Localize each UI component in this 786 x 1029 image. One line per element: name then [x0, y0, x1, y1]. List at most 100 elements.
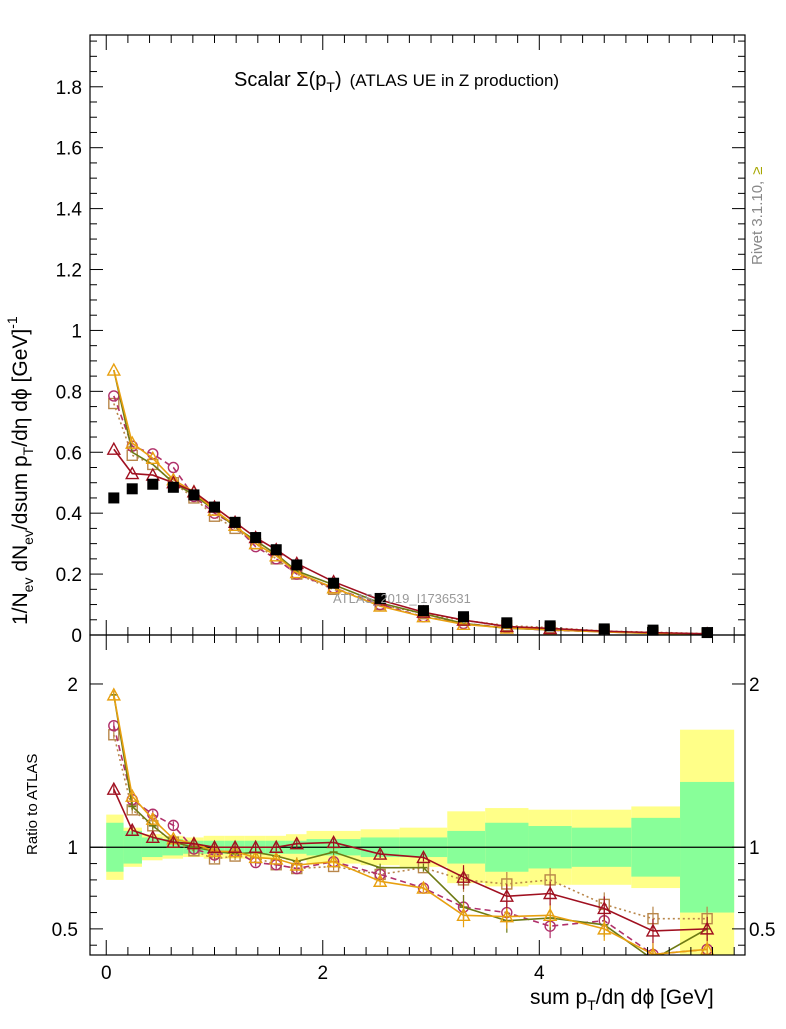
- uncertainty-bands: [106, 729, 735, 955]
- atlas-data-points: [108, 478, 713, 639]
- ratio-point: [145, 829, 160, 844]
- ratio-point: [269, 839, 284, 853]
- ratio-point: [542, 886, 558, 900]
- ratio-point: [207, 843, 222, 857]
- y-tick-label: 0.8: [56, 382, 82, 403]
- data-point: [328, 577, 340, 589]
- y-tick-label: 0.4: [56, 504, 83, 525]
- ratio-point: [699, 941, 715, 955]
- ratio-frame: [89, 634, 746, 956]
- ratio-point: [456, 869, 471, 883]
- ratio-tick-label-right: 1: [749, 838, 760, 859]
- series-point: [145, 450, 160, 465]
- ratio-point: [326, 854, 341, 868]
- ratio-point: [648, 946, 658, 955]
- data-point: [544, 620, 556, 632]
- data-point: [167, 481, 179, 493]
- data-point: [209, 501, 221, 513]
- series-point: [106, 441, 121, 455]
- series-point: [108, 397, 120, 410]
- main-y-axis: 0 0.2 0.4 0.6 0.8 1 1.2 1.4 1.6 1.8: [56, 40, 745, 647]
- ratio-point: [167, 819, 180, 832]
- series-point: [456, 616, 471, 631]
- series-mc-crimson: [106, 441, 712, 635]
- ratio-point: [269, 851, 284, 865]
- ratio-point: [372, 873, 388, 887]
- ratio-point: [416, 880, 431, 894]
- ratio-tick-label: 2: [67, 675, 78, 696]
- main-panel: 0 0.2 0.4 0.6 0.8 1 1.2 1.4 1.6 1.8: [56, 34, 746, 647]
- data-point: [147, 478, 159, 490]
- ratio-point: [125, 822, 140, 836]
- ratio-point: [699, 921, 715, 935]
- y-tick-label: 1.6: [56, 139, 82, 160]
- ratio-point: [372, 846, 388, 860]
- ratio-point: [289, 836, 304, 850]
- series-point: [125, 466, 140, 480]
- series-line: [113, 448, 708, 635]
- ratio-point: [106, 687, 121, 701]
- series-point: [125, 435, 140, 449]
- ratio-series-mc-crimson: [106, 781, 715, 943]
- ratio-point: [499, 909, 514, 923]
- ratio-panel: 0.5 0.5 1 1 2 2 0 2 4: [52, 35, 775, 984]
- ratio-point: [248, 839, 263, 853]
- y-tick-label: 0: [71, 626, 82, 647]
- y-tick-label: 1.2: [56, 261, 82, 282]
- ratio-tick-label: 1: [67, 838, 78, 859]
- data-point: [250, 532, 262, 544]
- ratio-point: [227, 844, 243, 858]
- main-frame: [89, 34, 746, 636]
- ratio-point: [542, 907, 558, 921]
- x-axis-label: sum pT/dη dϕ [GeV]: [530, 986, 714, 1013]
- ratio-point: [456, 907, 471, 921]
- ratio-tick-label: 0.5: [52, 920, 78, 941]
- ratio-point: [499, 888, 514, 902]
- x-tick-label: 4: [534, 963, 545, 984]
- y-tick-label: 0.6: [56, 443, 82, 464]
- ratio-point: [597, 921, 612, 935]
- y-axis-label: 1/Nev dNev/dsum pT/dη dϕ [GeV]-1: [4, 316, 36, 625]
- ratio-y-axis: 0.5 0.5 1 1 2 2: [52, 675, 775, 946]
- series-line: [113, 395, 708, 635]
- data-point: [270, 544, 282, 556]
- analysis-watermark: ATLAS_2019_I1736531: [333, 591, 471, 606]
- data-point: [417, 605, 429, 617]
- y-tick-label: 1: [71, 321, 82, 342]
- chart-title: Scalar Σ(pT) (ATLAS UE in Z production): [234, 69, 559, 95]
- y-tick-label: 1.4: [56, 200, 83, 221]
- ratio-point: [145, 811, 160, 825]
- ratio-point: [125, 788, 140, 802]
- ratio-point: [207, 839, 222, 853]
- ratio-point: [289, 857, 304, 871]
- ratio-axis-label: Ratio to ATLAS: [24, 754, 41, 855]
- data-point: [188, 489, 200, 501]
- ratio-point: [186, 836, 202, 850]
- y-tick-label: 0.2: [56, 565, 82, 586]
- data-point: [108, 492, 120, 504]
- rivet-version-label: Rivet 3.1.10,≥: [749, 167, 766, 265]
- ratio-point: [106, 781, 121, 795]
- ratio-point: [597, 901, 612, 915]
- y-tick-label: 1.8: [56, 78, 82, 99]
- ratio-series-mc-orange: [106, 687, 715, 955]
- x-tick-label: 2: [317, 963, 328, 984]
- series-point: [106, 362, 121, 376]
- ratio-point: [326, 834, 341, 849]
- data-point: [126, 483, 138, 495]
- ratio-point: [108, 729, 120, 741]
- data-point: [291, 559, 303, 571]
- ratio-point: [227, 839, 243, 853]
- ratio-point: [166, 834, 181, 848]
- data-point: [701, 627, 713, 639]
- series-point: [416, 609, 431, 623]
- data-point: [229, 516, 241, 528]
- ratio-tick-label-right: 2: [749, 675, 760, 696]
- series-point: [289, 565, 304, 579]
- x-tick-label: 0: [101, 963, 112, 984]
- ratio-point: [248, 849, 263, 864]
- ratio-tick-label-right: 0.5: [749, 920, 775, 941]
- ratio-point: [416, 849, 431, 864]
- data-point: [501, 617, 513, 629]
